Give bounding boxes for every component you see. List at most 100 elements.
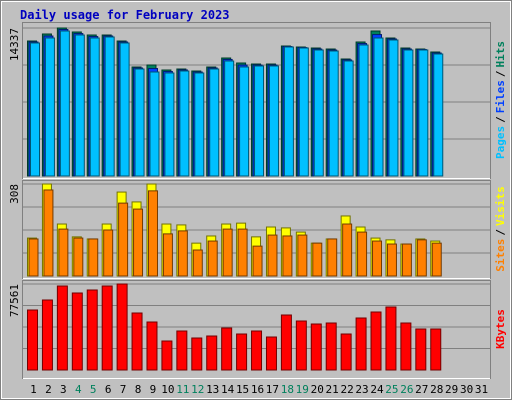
bar <box>282 235 293 277</box>
bar <box>74 34 85 177</box>
x-tick-label: 11 <box>176 383 189 396</box>
bar <box>56 285 68 371</box>
legend-entry: Files <box>494 80 507 113</box>
bar <box>401 243 412 277</box>
bar <box>400 322 412 371</box>
bar <box>221 327 233 371</box>
x-tick-label: 26 <box>400 383 413 396</box>
legend-entry: Pages <box>494 126 507 159</box>
bar <box>43 189 54 277</box>
bar <box>370 311 382 371</box>
x-tick-label: 25 <box>385 383 398 396</box>
legend-separator: / <box>494 229 507 236</box>
legend-separator: / <box>494 70 507 77</box>
bar <box>224 60 235 177</box>
bar <box>73 237 84 277</box>
x-tick-label: 2 <box>45 383 52 396</box>
bar <box>298 47 309 177</box>
x-tick-label: 1 <box>30 383 37 396</box>
bar <box>30 42 40 177</box>
bar <box>133 208 144 277</box>
legend: Pages / Files / Hits <box>494 41 507 159</box>
bar <box>415 328 427 371</box>
x-tick-label: 18 <box>281 383 294 396</box>
bar <box>59 30 70 177</box>
bar <box>416 239 427 277</box>
legend: Sites / Visits <box>494 186 507 272</box>
bar <box>101 285 113 371</box>
bar <box>431 242 442 277</box>
bar <box>342 223 353 277</box>
bar <box>237 228 248 277</box>
x-tick-label: 13 <box>206 383 219 396</box>
bar <box>103 229 114 277</box>
bar <box>116 283 128 371</box>
bar <box>179 70 190 177</box>
bar <box>312 242 323 277</box>
bar <box>403 49 414 177</box>
y-tick-label: 308 <box>8 184 21 204</box>
bar <box>207 240 218 277</box>
legend-entry: Hits <box>494 41 507 68</box>
bar <box>251 330 263 371</box>
x-tick-label: 23 <box>355 383 368 396</box>
bar <box>104 36 115 177</box>
y-tick-label: 77561 <box>8 284 21 317</box>
bar <box>206 335 218 371</box>
bar <box>358 44 369 177</box>
bar <box>44 37 55 177</box>
x-tick-label: 14 <box>221 383 235 396</box>
x-tick-label: 16 <box>251 383 264 396</box>
x-tick-label: 29 <box>445 383 458 396</box>
x-tick-label: 19 <box>296 383 309 396</box>
bar <box>131 312 143 371</box>
bar <box>252 245 263 277</box>
bar <box>86 289 98 371</box>
bar <box>268 65 279 177</box>
bar <box>418 49 429 177</box>
bar <box>27 309 38 371</box>
x-tick-label: 21 <box>326 383 339 396</box>
x-tick-label: 31 <box>475 383 488 396</box>
bar <box>254 65 265 177</box>
bar <box>177 230 188 277</box>
bar <box>355 317 367 371</box>
bar <box>297 234 308 277</box>
bar <box>176 330 188 371</box>
bar <box>222 228 233 277</box>
bar <box>164 72 175 177</box>
bar <box>89 37 100 177</box>
x-tick-label: 12 <box>191 383 204 396</box>
bar <box>313 49 324 177</box>
bar <box>239 66 250 177</box>
bar <box>388 39 399 177</box>
x-tick-label: 22 <box>340 383 353 396</box>
x-tick-label: 6 <box>105 383 112 396</box>
x-tick-label: 4 <box>75 383 82 396</box>
x-tick-label: 10 <box>161 383 174 396</box>
x-tick-label: 5 <box>90 383 97 396</box>
x-tick-label: 8 <box>135 383 142 396</box>
bar <box>58 228 69 277</box>
x-tick-label: 7 <box>120 383 127 396</box>
legend-entry: Sites <box>494 239 507 272</box>
chart-title: Daily usage for February 2023 <box>20 8 230 22</box>
bar <box>327 238 338 277</box>
x-tick-label: 27 <box>415 383 428 396</box>
bar <box>328 50 339 177</box>
bar <box>191 337 203 371</box>
bar <box>147 190 158 277</box>
bar <box>283 46 294 177</box>
bar <box>357 231 368 277</box>
bar <box>209 68 220 177</box>
bar <box>433 53 444 177</box>
bar <box>134 68 145 177</box>
bar <box>295 320 307 371</box>
bar <box>41 299 53 371</box>
bar <box>71 292 83 371</box>
x-tick-label: 9 <box>150 383 157 396</box>
bar <box>280 314 292 371</box>
bar <box>340 333 352 371</box>
bar <box>192 249 203 277</box>
